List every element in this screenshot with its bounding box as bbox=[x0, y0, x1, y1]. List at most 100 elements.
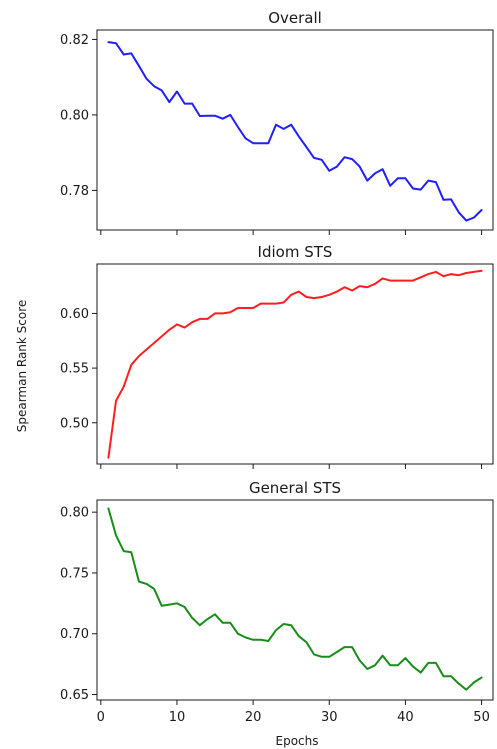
data-point bbox=[123, 550, 125, 552]
data-point bbox=[161, 89, 163, 91]
y-tick-label: 0.80 bbox=[60, 506, 89, 521]
data-point bbox=[161, 335, 163, 337]
data-point bbox=[107, 508, 109, 510]
data-point bbox=[458, 683, 460, 685]
data-point bbox=[275, 124, 277, 126]
data-point bbox=[237, 633, 239, 635]
plot-frame bbox=[96, 263, 494, 465]
data-point bbox=[222, 118, 224, 120]
data-point bbox=[176, 323, 178, 325]
data-point bbox=[344, 156, 346, 158]
data-point bbox=[214, 312, 216, 314]
data-point bbox=[458, 274, 460, 276]
data-point bbox=[199, 115, 201, 117]
data-point bbox=[191, 617, 193, 619]
data-point bbox=[245, 137, 247, 139]
data-point bbox=[115, 534, 117, 536]
data-point bbox=[382, 655, 384, 657]
subplot-1: Overall 0.78 0.80 0.82 bbox=[60, 9, 494, 235]
x-tick-label: 20 bbox=[245, 710, 262, 725]
data-point bbox=[206, 115, 208, 117]
data-point bbox=[389, 185, 391, 187]
data-point bbox=[366, 286, 368, 288]
data-point bbox=[397, 664, 399, 666]
data-point bbox=[481, 677, 483, 679]
data-point bbox=[420, 189, 422, 191]
data-point bbox=[191, 321, 193, 323]
x-tick-label: 10 bbox=[169, 710, 186, 725]
data-point bbox=[481, 270, 483, 272]
data-point bbox=[351, 290, 353, 292]
data-point bbox=[420, 672, 422, 674]
data-point bbox=[267, 640, 269, 642]
data-point bbox=[366, 668, 368, 670]
data-point bbox=[275, 629, 277, 631]
data-point bbox=[267, 303, 269, 305]
data-point bbox=[237, 307, 239, 309]
data-point bbox=[382, 277, 384, 279]
data-point bbox=[374, 283, 376, 285]
data-point bbox=[313, 297, 315, 299]
data-point bbox=[443, 275, 445, 277]
panel-title: Overall bbox=[268, 9, 322, 27]
data-point bbox=[290, 124, 292, 126]
data-point bbox=[267, 142, 269, 144]
data-point bbox=[481, 209, 483, 211]
data-point bbox=[465, 220, 467, 222]
data-point bbox=[321, 296, 323, 298]
data-point bbox=[305, 146, 307, 148]
data-point bbox=[427, 662, 429, 664]
data-point bbox=[146, 78, 148, 80]
data-point bbox=[321, 656, 323, 658]
subplots: Overall 0.78 0.80 0.82 Idiom STS 0.50 0.55 0.60… bbox=[60, 9, 494, 725]
subplot-2: Idiom STS 0.50 0.55 0.60 bbox=[60, 243, 494, 469]
data-point bbox=[115, 400, 117, 402]
panel-title: Idiom STS bbox=[258, 243, 333, 261]
data-point bbox=[298, 291, 300, 293]
data-point bbox=[298, 135, 300, 137]
data-point bbox=[229, 622, 231, 624]
data-point bbox=[397, 177, 399, 179]
data-point bbox=[404, 657, 406, 659]
data-point bbox=[206, 618, 208, 620]
data-point bbox=[382, 168, 384, 170]
data-point bbox=[389, 280, 391, 282]
y-tick-label: 0.75 bbox=[60, 566, 89, 581]
x-tick-label: 30 bbox=[321, 710, 338, 725]
plot-frame bbox=[96, 499, 494, 701]
data-point bbox=[222, 312, 224, 314]
data-point bbox=[229, 114, 231, 116]
data-point bbox=[290, 294, 292, 296]
data-point bbox=[275, 303, 277, 305]
data-point bbox=[473, 681, 475, 683]
data-point bbox=[435, 271, 437, 273]
data-point bbox=[146, 349, 148, 351]
data-point bbox=[313, 653, 315, 655]
data-point bbox=[245, 636, 247, 638]
data-point bbox=[336, 291, 338, 293]
data-point bbox=[374, 664, 376, 666]
x-tick-label: 40 bbox=[397, 710, 414, 725]
data-point bbox=[344, 286, 346, 288]
data-point bbox=[412, 188, 414, 190]
data-point bbox=[404, 280, 406, 282]
data-point bbox=[252, 639, 254, 641]
data-point bbox=[412, 666, 414, 668]
data-point bbox=[260, 639, 262, 641]
series-line bbox=[107, 269, 483, 459]
subplot-3: General STS 0.65 0.70 0.75 0.80 0 10 20 30 40 50 bbox=[60, 479, 494, 725]
data-point bbox=[123, 54, 125, 56]
data-point bbox=[359, 660, 361, 662]
data-point bbox=[123, 386, 125, 388]
data-point bbox=[420, 276, 422, 278]
data-point bbox=[115, 42, 117, 44]
data-point bbox=[389, 664, 391, 666]
data-point bbox=[229, 311, 231, 313]
data-point bbox=[359, 285, 361, 287]
data-point bbox=[168, 101, 170, 103]
y-tick-label: 0.80 bbox=[60, 108, 89, 123]
data-point bbox=[130, 364, 132, 366]
data-point bbox=[138, 65, 140, 67]
data-point bbox=[435, 181, 437, 183]
